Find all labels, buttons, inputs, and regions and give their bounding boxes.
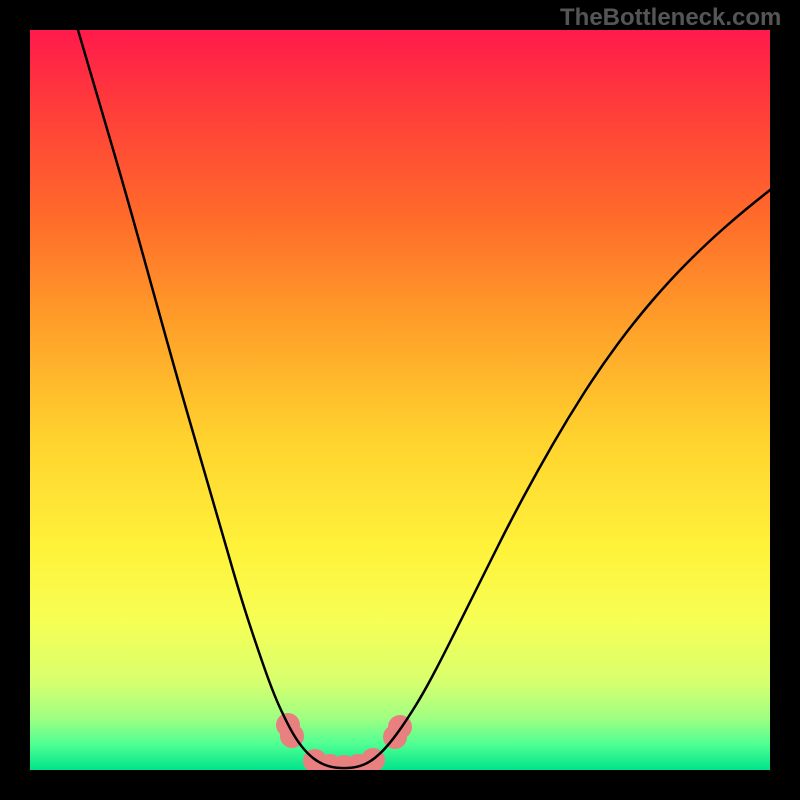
curve-layer xyxy=(30,30,770,770)
watermark-text: TheBottleneck.com xyxy=(560,4,781,32)
border-bottom xyxy=(0,770,800,800)
border-right xyxy=(770,0,800,800)
border-left xyxy=(0,0,30,800)
chart-frame: TheBottleneck.com xyxy=(0,0,800,800)
plot-area xyxy=(30,30,770,770)
bottleneck-curve xyxy=(78,30,770,768)
